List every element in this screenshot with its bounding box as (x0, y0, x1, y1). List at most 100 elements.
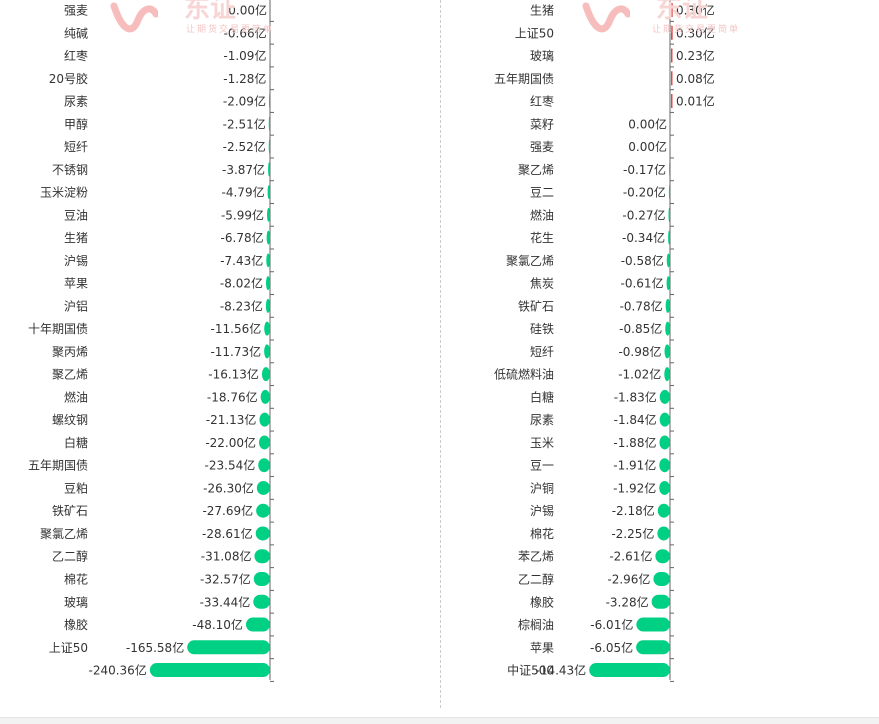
category-label: 沪锡 (64, 253, 88, 268)
bar (269, 71, 270, 86)
bar (259, 412, 270, 427)
category-label: 铁矿石 (52, 504, 88, 518)
bar (671, 3, 673, 17)
bar (671, 25, 673, 40)
category-label: 苯乙烯 (518, 550, 554, 564)
value-label: -6.01亿 (590, 617, 633, 632)
value-label: -2.09亿 (223, 94, 266, 109)
category-label: 尿素 (64, 95, 88, 109)
bar (636, 640, 670, 655)
value-label: 0.00亿 (628, 139, 667, 154)
bar (655, 549, 670, 564)
category-label: 苹果 (64, 277, 88, 291)
bar (668, 207, 670, 222)
value-label: -18.76亿 (207, 389, 258, 404)
category-label: 短纤 (64, 140, 88, 154)
value-label: -7.43亿 (220, 253, 263, 268)
value-label: -22.00亿 (205, 435, 256, 450)
category-label: 硅铁 (530, 322, 554, 336)
value-label: 0.00亿 (228, 3, 267, 18)
bar (665, 321, 670, 336)
category-label: 聚乙烯 (518, 163, 554, 177)
value-label: -0.61亿 (621, 276, 664, 291)
bar (256, 480, 270, 495)
category-label: 花生 (530, 230, 554, 245)
category-label: 棉花 (64, 572, 88, 587)
value-label: -6.78亿 (221, 230, 264, 245)
bar (664, 367, 670, 382)
category-label: 沪铜 (530, 480, 554, 495)
bar (659, 435, 670, 450)
value-label: -2.51亿 (223, 116, 266, 131)
value-label: -1.02亿 (618, 367, 661, 382)
value-label: -6.05亿 (590, 640, 633, 655)
category-label: 燃油 (64, 389, 88, 404)
bar (259, 435, 270, 450)
left-chart-panel: 强麦 0.00亿 纯碱 -0.66亿 红枣 -1.09亿 20号胶 -1.28亿 尿素 -2.09… (0, 0, 440, 712)
bar (669, 162, 670, 177)
value-label: -240.36亿 (88, 663, 146, 678)
category-label: 强麦 (530, 140, 554, 154)
value-label: -0.98亿 (618, 344, 661, 359)
value-label: -2.25亿 (611, 526, 654, 541)
value-label: -2.52亿 (223, 139, 266, 154)
category-label: 纯碱 (64, 26, 88, 40)
value-label: -1.84亿 (614, 412, 657, 427)
panel-divider (440, 0, 441, 708)
bar (653, 572, 670, 586)
value-label: -1.88亿 (613, 435, 656, 450)
value-label: -27.69亿 (202, 503, 253, 518)
category-label: 强麦 (64, 4, 88, 18)
category-label: 不锈钢 (52, 163, 88, 177)
bar (253, 594, 270, 609)
category-label: 生猪 (64, 231, 88, 245)
bar (268, 116, 270, 131)
bar (659, 458, 670, 473)
category-label: 燃油 (530, 207, 554, 222)
value-label: -48.10亿 (192, 617, 243, 632)
category-label: 橡胶 (530, 594, 554, 609)
bar (266, 230, 270, 245)
value-label: -4.79亿 (222, 185, 265, 200)
category-label: 沪锡 (530, 503, 554, 518)
bar (258, 458, 270, 473)
bar (268, 94, 270, 109)
category-label: 五年期国债 (28, 459, 88, 473)
value-label: -165.58亿 (126, 640, 184, 655)
value-label: -0.34亿 (622, 230, 665, 245)
value-label: -26.30亿 (203, 480, 254, 495)
bar (671, 94, 673, 109)
bar (636, 617, 670, 632)
value-label: 0.01亿 (676, 94, 715, 109)
bottom-scroll-strip (0, 717, 879, 724)
value-label: -8.23亿 (220, 298, 263, 313)
bar (651, 594, 670, 609)
right-chart-panel: 生猪 0.30亿 上证50 0.30亿 玻璃 0.23亿 五年期国债 0.08亿 红枣 0.01亿… (441, 0, 879, 712)
category-label: 沪铝 (64, 298, 88, 313)
value-label: -1.09亿 (223, 48, 266, 63)
category-label: 豆油 (64, 208, 88, 222)
category-label: 中证500 (507, 663, 554, 678)
bar (267, 207, 270, 222)
category-label: 白糖 (64, 435, 88, 450)
category-label: 棉花 (530, 526, 554, 541)
bar (668, 185, 670, 200)
bar (255, 526, 270, 541)
bar (659, 389, 670, 404)
category-label: 苹果 (530, 641, 554, 655)
value-label: -0.27亿 (622, 207, 665, 222)
bar (264, 321, 270, 336)
bar (665, 298, 670, 313)
category-label: 橡胶 (64, 617, 88, 632)
category-label: 甲醇 (64, 116, 88, 131)
value-label: -23.54亿 (205, 458, 256, 473)
category-label: 低硫燃料油 (494, 367, 554, 382)
value-label: -1.83亿 (614, 389, 657, 404)
category-label: 上证50 (49, 641, 88, 655)
category-label: 红枣 (530, 94, 554, 109)
value-label: -11.56亿 (211, 321, 262, 336)
value-label: 0.00亿 (628, 116, 667, 131)
category-label: 红枣 (64, 48, 88, 63)
